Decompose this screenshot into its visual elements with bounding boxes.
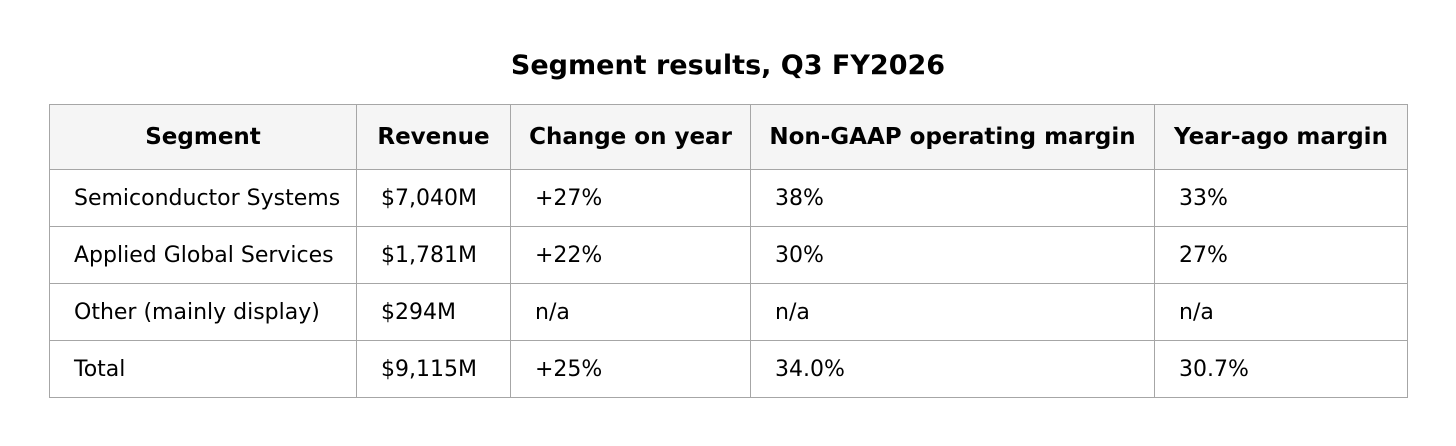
table-row: Applied Global Services $1,781M +22% 30%… — [49, 226, 1408, 284]
cell-operating-margin: 38% — [750, 169, 1155, 227]
header-segment: Segment — [49, 104, 357, 170]
cell-change-on-year: n/a — [510, 283, 751, 341]
header-change-on-year: Change on year — [510, 104, 751, 170]
table-title: Segment results, Q3 FY2026 — [510, 50, 946, 81]
cell-change-on-year: +27% — [510, 169, 751, 227]
cell-year-ago-margin: n/a — [1154, 283, 1408, 341]
cell-segment: Semiconductor Systems — [49, 169, 357, 227]
header-year-ago-margin: Year-ago margin — [1154, 104, 1408, 170]
table-row: Total $9,115M +25% 34.0% 30.7% — [49, 340, 1408, 398]
table-row: Semiconductor Systems $7,040M +27% 38% 3… — [49, 169, 1408, 227]
cell-year-ago-margin: 30.7% — [1154, 340, 1408, 398]
cell-revenue: $9,115M — [356, 340, 511, 398]
cell-segment: Total — [49, 340, 357, 398]
cell-year-ago-margin: 33% — [1154, 169, 1408, 227]
cell-change-on-year: +22% — [510, 226, 751, 284]
cell-year-ago-margin: 27% — [1154, 226, 1408, 284]
table-header: Segment Revenue Change on year Non-GAAP … — [49, 104, 1408, 170]
table-body: Semiconductor Systems $7,040M +27% 38% 3… — [49, 169, 1408, 398]
header-revenue: Revenue — [356, 104, 511, 170]
cell-segment: Other (mainly display) — [49, 283, 357, 341]
cell-revenue: $1,781M — [356, 226, 511, 284]
cell-operating-margin: n/a — [750, 283, 1155, 341]
cell-revenue: $7,040M — [356, 169, 511, 227]
cell-segment: Applied Global Services — [49, 226, 357, 284]
cell-operating-margin: 30% — [750, 226, 1155, 284]
header-non-gaap-operating-margin: Non-GAAP operating margin — [750, 104, 1155, 170]
cell-operating-margin: 34.0% — [750, 340, 1155, 398]
cell-revenue: $294M — [356, 283, 511, 341]
segment-results-table: Segment Revenue Change on year Non-GAAP … — [49, 104, 1408, 398]
header-row: Segment Revenue Change on year Non-GAAP … — [49, 104, 1408, 170]
cell-change-on-year: +25% — [510, 340, 751, 398]
table-row: Other (mainly display) $294M n/a n/a n/a — [49, 283, 1408, 341]
